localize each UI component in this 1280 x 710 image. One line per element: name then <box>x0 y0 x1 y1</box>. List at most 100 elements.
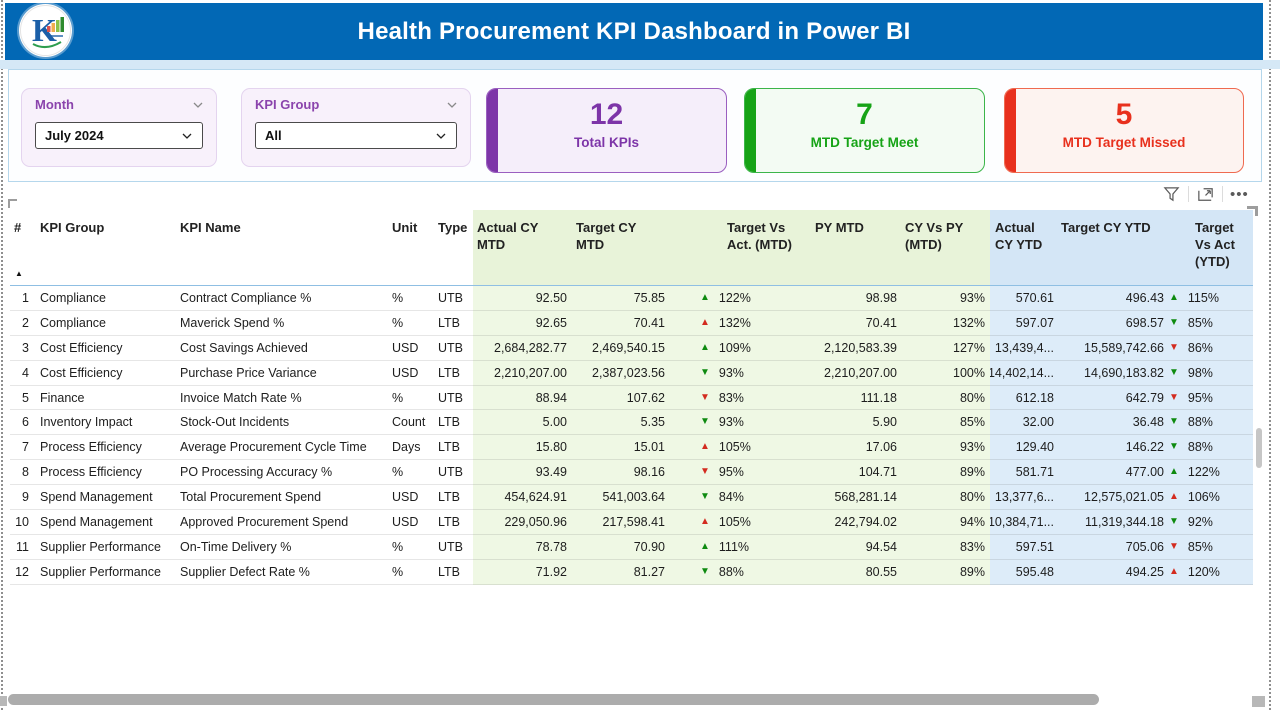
table-resize-handle-topleft[interactable] <box>8 199 17 208</box>
cell-py-mtd: 98.98 <box>805 286 900 311</box>
table-row[interactable]: 3 Cost Efficiency Cost Savings Achieved USD… <box>10 335 1253 361</box>
cell-kpi-group: Process Efficiency <box>36 435 176 461</box>
cell-cy-vs-py-mtd: 80% <box>900 485 990 511</box>
arrow-up-icon: ▲ <box>700 316 710 328</box>
table-row[interactable]: 12 Supplier Performance Supplier Defect Ra… <box>10 559 1253 585</box>
kpi-group-dropdown-value: All <box>265 128 282 143</box>
kpi-group-dropdown[interactable]: All <box>255 122 457 149</box>
column-header-actual-cy-ytd[interactable]: Actual CY YTD <box>990 210 1057 285</box>
table-row[interactable]: 9 Spend Management Total Procurement Spend… <box>10 485 1253 511</box>
toolbar-separator <box>1188 186 1189 202</box>
cell-num: 10 <box>10 510 36 535</box>
cell-num: 8 <box>10 460 36 486</box>
cell-target-vs-act-mtd: ▼ 93% <box>670 360 805 386</box>
column-header-py-mtd[interactable]: PY MTD <box>805 210 900 285</box>
cell-target-cy-mtd: 70.90 <box>572 534 670 560</box>
cell-py-mtd: 94.54 <box>805 534 900 560</box>
cell-target-vs-act-ytd: ▼ 85% <box>1167 310 1253 336</box>
table-row[interactable]: 5 Finance Invoice Match Rate %% UTB 88.94 107… <box>10 385 1253 411</box>
chevron-down-icon <box>182 133 192 139</box>
focus-mode-icon[interactable] <box>1196 185 1215 204</box>
column-header-kpi-name[interactable]: KPI Name <box>180 220 241 235</box>
cell-actual-cy-ytd: 612.18 <box>990 385 1057 411</box>
variance-percent: 93% <box>718 365 744 380</box>
month-slicer-label: Month <box>35 97 74 112</box>
column-header-target-cy-ytd[interactable]: Target CY YTD <box>1057 210 1167 285</box>
cell-target-cy-ytd: 14,690,183.82 <box>1057 360 1167 386</box>
kpi-table: ▲ # KPI Group KPI Name Unit Type Actual CY MT… <box>10 210 1253 585</box>
cell-actual-cy-ytd: 32.00 <box>990 410 1057 436</box>
arrow-down-icon: ▼ <box>1169 540 1179 552</box>
cell-type: LTB <box>434 510 473 535</box>
column-header-type[interactable]: Type <box>438 220 468 235</box>
toolbar-separator <box>1222 186 1223 202</box>
cell-num: 3 <box>10 336 36 361</box>
cell-num: 1 <box>10 286 36 311</box>
arrow-down-icon: ▼ <box>1169 341 1179 353</box>
cell-type: LTB <box>434 435 473 461</box>
variance-percent: 106% <box>1187 490 1220 505</box>
more-options-icon[interactable]: ••• <box>1230 185 1249 203</box>
cell-actual-cy-ytd: 595.48 <box>990 559 1057 585</box>
table-row[interactable]: 4 Cost Efficiency Purchase Price Variance U… <box>10 360 1253 386</box>
total-kpis-card[interactable]: 12 Total KPIs <box>486 88 727 173</box>
cell-actual-cy-ytd: 129.40 <box>990 435 1057 461</box>
cell-kpi-name: Average Procurement Cycle Time <box>176 435 388 461</box>
filter-funnel-icon[interactable] <box>1162 185 1181 204</box>
variance-percent: 85% <box>1187 539 1213 554</box>
canvas-horizontal-scrollbar[interactable] <box>8 694 1099 705</box>
page-title: Health Procurement KPI Dashboard in Powe… <box>357 18 911 45</box>
chevron-down-icon[interactable] <box>192 99 204 111</box>
arrow-down-icon: ▼ <box>700 565 710 577</box>
table-vertical-scrollbar-thumb[interactable] <box>1256 428 1262 468</box>
cell-type: LTB <box>434 410 473 436</box>
table-row[interactable]: 7 Process Efficiency Average Procurement C… <box>10 435 1253 461</box>
mtd-target-meet-value: 7 <box>856 98 873 131</box>
arrow-up-icon: ▲ <box>700 540 710 552</box>
arrow-down-icon: ▼ <box>1169 316 1179 328</box>
table-row[interactable]: 6 Inventory Impact Stock-Out Incidents Coun… <box>10 410 1253 436</box>
table-row[interactable]: 1 Compliance Contract Compliance %% UTB 92.5… <box>10 286 1253 311</box>
cell-kpi-group: Spend Management <box>36 485 176 511</box>
cell-target-cy-mtd: 2,387,023.56 <box>572 360 670 386</box>
arrow-down-icon: ▼ <box>700 466 710 478</box>
column-header-kpi-group[interactable]: KPI Group <box>40 220 105 235</box>
mtd-target-missed-card[interactable]: 5 MTD Target Missed <box>1004 88 1244 173</box>
table-row[interactable]: 11 Supplier Performance On-Time Delivery %… <box>10 534 1253 560</box>
cell-actual-cy-ytd: 13,439,4... <box>990 335 1057 361</box>
cell-target-cy-mtd: 217,598.41 <box>572 510 670 535</box>
column-header-cy-vs-py-mtd[interactable]: CY Vs PY (MTD) <box>900 210 990 285</box>
cell-actual-cy-mtd: 454,624.91 <box>473 485 572 511</box>
cell-target-vs-act-ytd: ▼ 88% <box>1167 435 1253 461</box>
table-header-row: ▲ # KPI Group KPI Name Unit Type Actual CY MT… <box>10 210 1253 286</box>
cell-target-cy-mtd: 541,003.64 <box>572 485 670 511</box>
column-header-target-vs-act-ytd[interactable]: Target Vs Act (YTD) <box>1167 210 1253 285</box>
cell-target-vs-act-ytd: ▼ 86% <box>1167 335 1253 361</box>
month-dropdown[interactable]: July 2024 <box>35 122 203 149</box>
column-header-num[interactable]: # <box>14 220 22 235</box>
table-row[interactable]: 2 Compliance Maverick Spend %% LTB 92.65 70.4… <box>10 310 1253 336</box>
variance-percent: 95% <box>1187 390 1213 405</box>
column-header-target-cy-mtd[interactable]: Target CY MTD <box>572 210 670 285</box>
cell-cy-vs-py-mtd: 100% <box>900 360 990 386</box>
table-resize-handle-topright[interactable] <box>1247 206 1258 216</box>
table-row[interactable]: 10 Spend Management Approved Procurement S… <box>10 510 1253 535</box>
cell-target-vs-act-mtd: ▲ 132% <box>670 310 805 336</box>
cell-kpi-group: Supplier Performance <box>36 535 176 560</box>
chevron-down-icon[interactable] <box>446 99 458 111</box>
column-header-actual-cy-mtd[interactable]: Actual CY MTD <box>473 210 572 285</box>
cell-type: LTB <box>434 311 473 336</box>
column-header-unit[interactable]: Unit <box>392 220 418 235</box>
mtd-target-meet-card[interactable]: 7 MTD Target Meet <box>744 88 985 173</box>
sort-ascending-icon[interactable]: ▲ <box>15 269 23 278</box>
table-row[interactable]: 8 Process Efficiency PO Processing Accurac… <box>10 460 1253 486</box>
cell-unit: USD <box>388 361 434 386</box>
cell-target-cy-ytd: 15,589,742.66 <box>1057 335 1167 361</box>
column-header-target-vs-act-mtd[interactable]: Target Vs Act. (MTD) <box>670 210 805 285</box>
variance-percent: 105% <box>718 440 751 455</box>
variance-percent: 88% <box>1187 440 1213 455</box>
arrow-up-icon: ▲ <box>700 341 710 353</box>
arrow-down-icon: ▼ <box>700 491 710 503</box>
cell-py-mtd: 80.55 <box>805 559 900 585</box>
